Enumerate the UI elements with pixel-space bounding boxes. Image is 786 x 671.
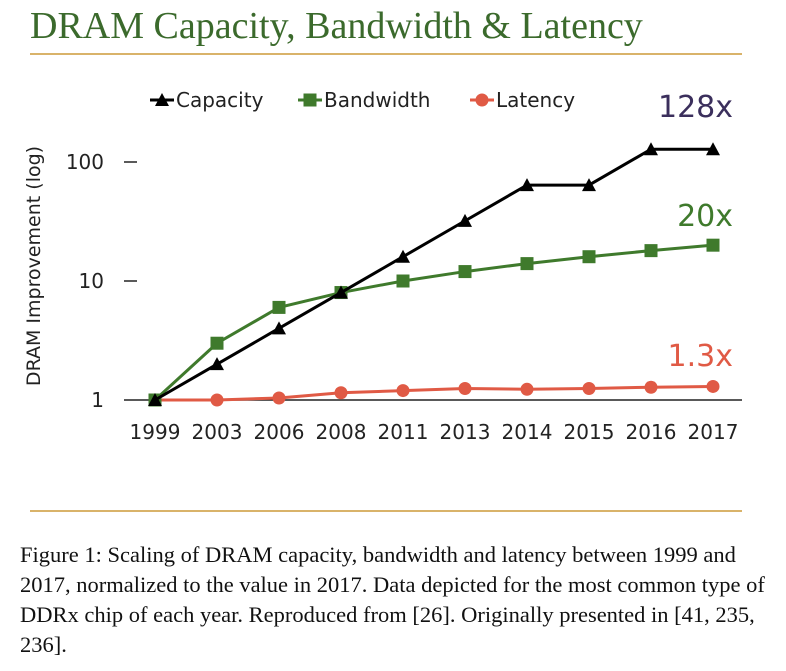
x-tick-label-2003: 2003	[192, 420, 243, 444]
data-point-capacity-2017	[706, 142, 720, 156]
y-tick-label-1: 1	[91, 388, 104, 412]
caption-divider	[30, 510, 742, 512]
chart: DRAM Improvement (log) 1 10 100 1999 2003 200…	[23, 88, 742, 444]
figure-caption: Figure 1: Scaling of DRAM capacity, band…	[20, 542, 765, 657]
data-point-capacity-2013	[458, 213, 472, 227]
data-point-bandwidth-2011	[396, 274, 410, 288]
series-latency	[148, 379, 720, 407]
series-layer	[148, 142, 720, 407]
annotation-capacity: 128x	[658, 90, 733, 125]
data-point-capacity-2015	[582, 178, 596, 192]
legend-item-capacity: Capacity	[150, 88, 264, 112]
data-point-capacity-2016	[644, 142, 658, 156]
x-tick-label-2008: 2008	[316, 420, 367, 444]
data-point-bandwidth-2015	[582, 250, 596, 264]
data-point-latency-2015	[582, 381, 596, 395]
series-capacity	[148, 142, 720, 406]
data-point-capacity-2011	[396, 249, 410, 263]
data-point-bandwidth-2014	[520, 257, 534, 271]
x-tick-label-2011: 2011	[378, 420, 429, 444]
data-point-capacity-2006	[272, 321, 286, 335]
y-tick-label-10: 10	[79, 269, 104, 293]
data-point-latency-2014	[520, 382, 534, 396]
data-point-bandwidth-2017	[706, 238, 720, 252]
data-point-bandwidth-2006	[272, 300, 286, 314]
x-tick-label-2014: 2014	[502, 420, 553, 444]
legend-marker-bandwidth	[303, 93, 317, 107]
legend-label-latency: Latency	[496, 88, 575, 112]
legend-item-latency: Latency	[470, 88, 575, 112]
legend-marker-latency	[475, 93, 489, 107]
series-bandwidth	[148, 238, 720, 407]
x-tick-label-2017: 2017	[688, 420, 739, 444]
data-point-latency-2011	[396, 384, 410, 398]
y-axis-label: DRAM Improvement (log)	[23, 146, 45, 386]
data-point-latency-2017	[706, 379, 720, 393]
data-point-bandwidth-2016	[644, 244, 658, 258]
series-line-bandwidth	[153, 243, 714, 402]
legend-marker-capacity	[155, 93, 169, 106]
annotations: 128x 20x 1.3x	[658, 90, 733, 374]
data-point-bandwidth-2003	[210, 336, 224, 350]
y-tick-label-100: 100	[66, 150, 104, 174]
legend-label-bandwidth: Bandwidth	[324, 88, 430, 112]
title-divider	[30, 53, 742, 55]
series-line-capacity	[154, 147, 713, 402]
data-point-capacity-1999	[148, 393, 162, 406]
legend: Capacity Bandwidth Latency	[150, 88, 575, 112]
annotation-latency: 1.3x	[668, 339, 733, 374]
data-point-latency-2003	[210, 393, 224, 407]
x-tick-label-2016: 2016	[626, 420, 677, 444]
data-point-latency-2008	[334, 386, 348, 400]
data-point-capacity-2014	[520, 178, 534, 192]
x-tick-label-1999: 1999	[130, 420, 181, 444]
x-tick-label-2013: 2013	[440, 420, 491, 444]
data-point-bandwidth-2013	[458, 265, 472, 279]
x-tick-label-2006: 2006	[254, 420, 305, 444]
data-point-latency-2006	[272, 391, 286, 405]
page-title: DRAM Capacity, Bandwidth & Latency	[30, 5, 643, 47]
tick-labels: 1 10 100 1999 2003 2006 2008 2011 2013 2014 2015 20…	[66, 150, 739, 444]
data-point-latency-2013	[458, 381, 472, 395]
data-point-capacity-2003	[210, 357, 224, 371]
data-point-latency-2016	[644, 380, 658, 394]
legend-label-capacity: Capacity	[176, 88, 264, 112]
annotation-bandwidth: 20x	[677, 199, 733, 234]
x-tick-label-2015: 2015	[564, 420, 615, 444]
data-point-capacity-2008	[334, 285, 348, 299]
legend-item-bandwidth: Bandwidth	[298, 88, 430, 112]
series-line-latency	[155, 384, 714, 402]
